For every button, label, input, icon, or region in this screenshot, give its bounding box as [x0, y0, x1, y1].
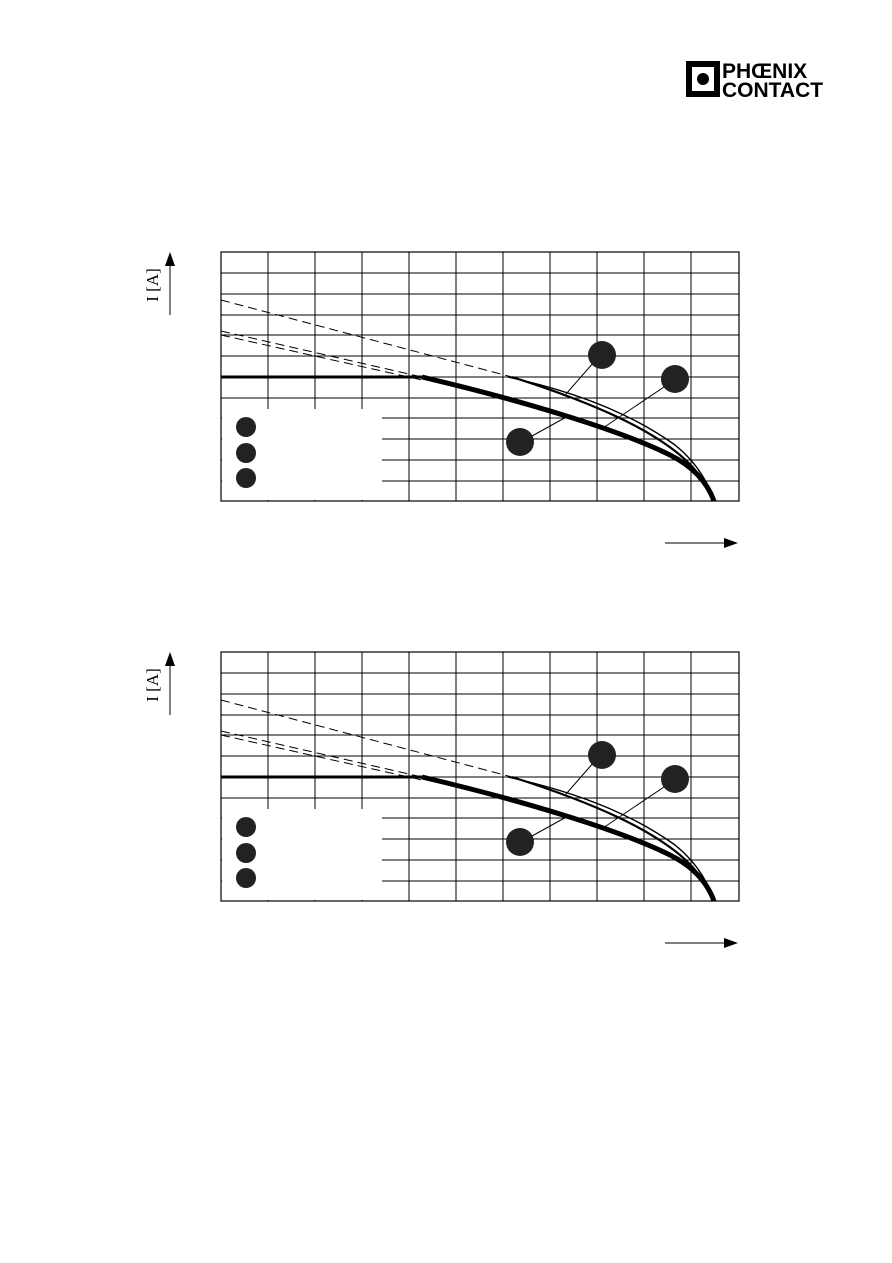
y-axis-label: I [A]	[143, 668, 162, 702]
logo-line2: CONTACT	[722, 79, 823, 102]
logo-line1: PHŒNIX	[722, 60, 807, 83]
derating-chart-1	[165, 252, 739, 548]
logo: PHŒNIX CONTACT	[686, 60, 823, 102]
y-axis-label: I [A]	[143, 268, 162, 302]
derating-chart-2	[165, 652, 739, 948]
